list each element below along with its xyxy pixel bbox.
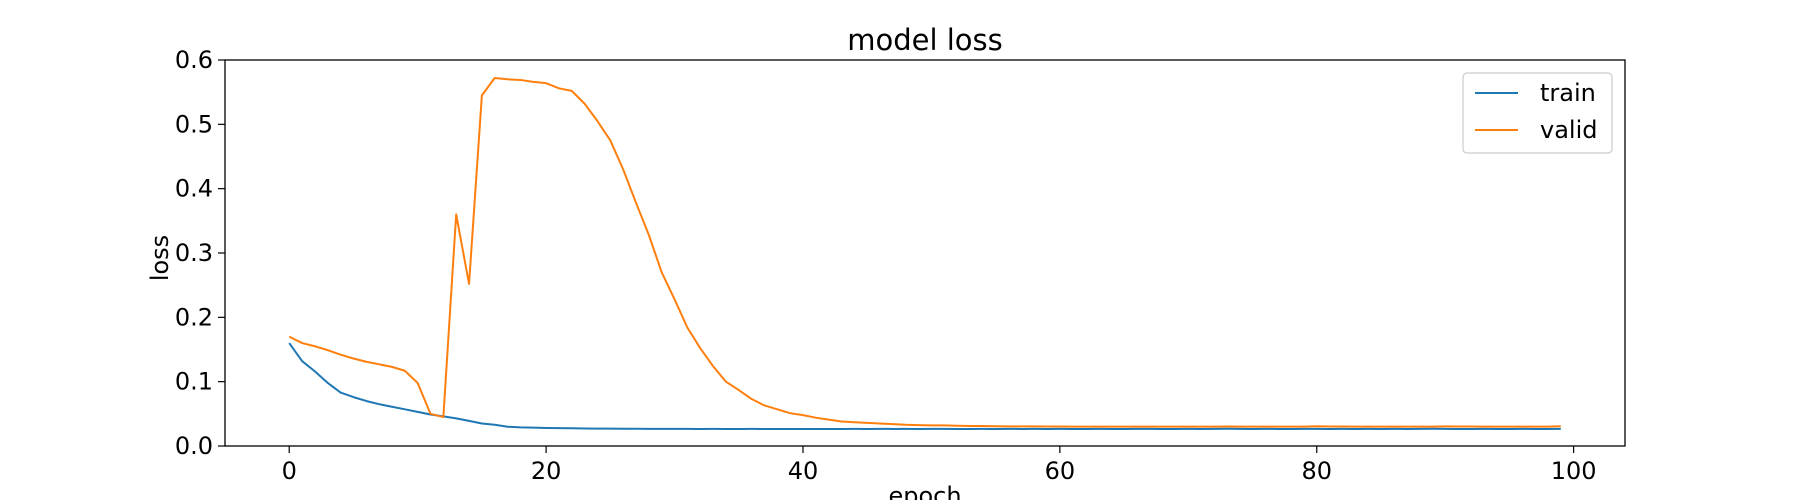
- y-tick-label: 0.0: [175, 432, 213, 460]
- series-line-valid: [288, 77, 1561, 428]
- y-tick-label: 0.1: [175, 368, 213, 396]
- x-tick-label: 0: [282, 457, 297, 485]
- plot-area-frame: [224, 59, 1626, 447]
- x-axis: 0 20 40 60 80 100: [282, 446, 1597, 485]
- x-tick-label: 40: [788, 457, 819, 485]
- y-tick-label: 0.3: [175, 239, 213, 267]
- x-tick-label: 20: [531, 457, 562, 485]
- y-axis: 0.0 0.1 0.2 0.3 0.4 0.5 0.6: [175, 46, 225, 460]
- y-tick-label: 0.5: [175, 110, 213, 138]
- y-axis-title: loss: [146, 235, 174, 281]
- y-tick-label: 0.2: [175, 303, 213, 331]
- y-tick-label: 0.6: [175, 46, 213, 74]
- legend-label-train: train: [1540, 79, 1596, 107]
- legend-label-valid: valid: [1540, 116, 1597, 144]
- legend: train valid: [1462, 72, 1613, 154]
- x-tick-label: 80: [1301, 457, 1332, 485]
- chart-title: model loss: [847, 23, 1003, 57]
- series-layer: [288, 77, 1561, 430]
- x-tick-label: 100: [1551, 457, 1597, 485]
- x-tick-label: 60: [1045, 457, 1076, 485]
- series-line-train: [288, 342, 1561, 430]
- x-axis-title: epoch: [888, 482, 961, 500]
- y-tick-label: 0.4: [175, 175, 213, 203]
